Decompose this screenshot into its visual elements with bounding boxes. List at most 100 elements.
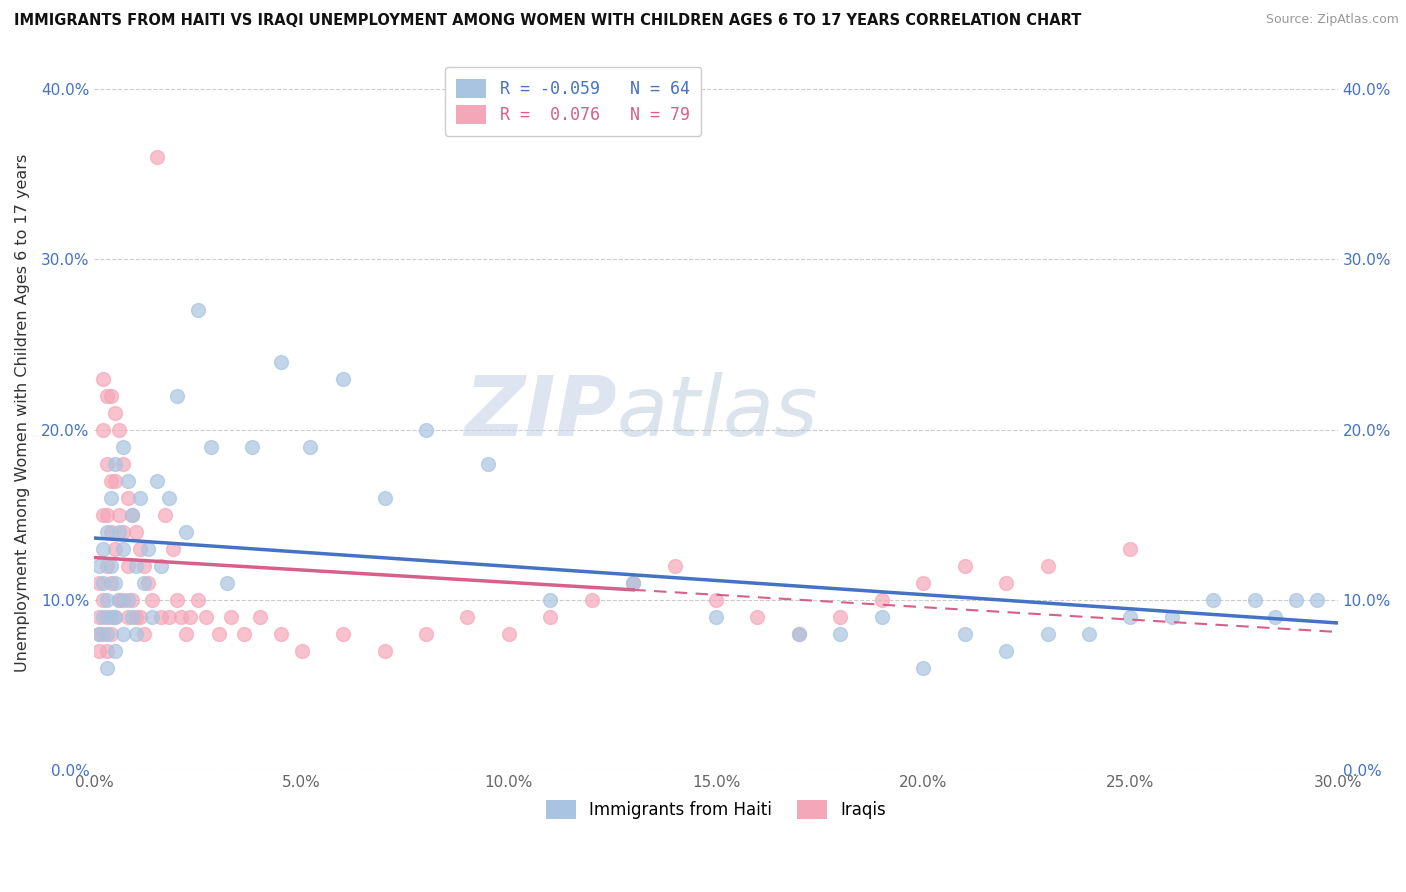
Point xyxy=(125,524,148,539)
Point xyxy=(912,661,935,675)
Point xyxy=(270,627,292,641)
Point xyxy=(96,609,118,624)
Point xyxy=(100,524,122,539)
Point xyxy=(87,644,110,658)
Point xyxy=(96,592,118,607)
Point xyxy=(108,524,131,539)
Point xyxy=(134,575,156,590)
Point xyxy=(270,354,292,368)
Point xyxy=(108,592,131,607)
Point xyxy=(100,609,122,624)
Point xyxy=(664,558,686,573)
Point xyxy=(374,491,396,505)
Point xyxy=(477,457,499,471)
Point xyxy=(104,406,127,420)
Point xyxy=(621,575,644,590)
Point xyxy=(208,627,231,641)
Point xyxy=(104,541,127,556)
Point xyxy=(112,457,135,471)
Point xyxy=(1078,627,1101,641)
Point xyxy=(121,592,143,607)
Point xyxy=(415,627,437,641)
Point xyxy=(187,592,209,607)
Point xyxy=(787,627,810,641)
Point xyxy=(112,440,135,454)
Point xyxy=(498,627,520,641)
Point xyxy=(108,508,131,522)
Point xyxy=(153,508,176,522)
Point xyxy=(87,627,110,641)
Point xyxy=(747,609,769,624)
Point xyxy=(104,609,127,624)
Point xyxy=(787,627,810,641)
Point xyxy=(91,371,114,385)
Point xyxy=(129,541,152,556)
Text: ZIP: ZIP xyxy=(464,372,617,453)
Point xyxy=(134,558,156,573)
Point xyxy=(100,388,122,402)
Point xyxy=(291,644,314,658)
Point xyxy=(415,423,437,437)
Point xyxy=(129,491,152,505)
Point xyxy=(108,592,131,607)
Point xyxy=(91,541,114,556)
Point xyxy=(374,644,396,658)
Point xyxy=(240,440,263,454)
Point xyxy=(953,558,976,573)
Point xyxy=(91,627,114,641)
Point xyxy=(166,388,188,402)
Text: Source: ZipAtlas.com: Source: ZipAtlas.com xyxy=(1265,13,1399,27)
Point xyxy=(187,303,209,318)
Point xyxy=(96,388,118,402)
Point xyxy=(108,423,131,437)
Point xyxy=(870,592,893,607)
Point xyxy=(200,440,222,454)
Point xyxy=(195,609,218,624)
Point xyxy=(100,575,122,590)
Point xyxy=(96,457,118,471)
Point xyxy=(953,627,976,641)
Point xyxy=(621,575,644,590)
Point xyxy=(91,508,114,522)
Point xyxy=(91,592,114,607)
Point xyxy=(138,575,160,590)
Point xyxy=(830,627,852,641)
Point xyxy=(121,609,143,624)
Legend: Immigrants from Haiti, Iraqis: Immigrants from Haiti, Iraqis xyxy=(540,793,893,826)
Point xyxy=(141,609,163,624)
Point xyxy=(1285,592,1308,607)
Point xyxy=(125,609,148,624)
Point xyxy=(121,508,143,522)
Point xyxy=(249,609,271,624)
Point xyxy=(1036,627,1059,641)
Point xyxy=(87,627,110,641)
Point xyxy=(104,575,127,590)
Point xyxy=(995,575,1018,590)
Point xyxy=(145,474,167,488)
Point xyxy=(456,609,478,624)
Point xyxy=(538,609,561,624)
Point xyxy=(704,592,727,607)
Point xyxy=(219,609,242,624)
Point xyxy=(100,491,122,505)
Y-axis label: Unemployment Among Women with Children Ages 6 to 17 years: Unemployment Among Women with Children A… xyxy=(15,153,30,672)
Point xyxy=(870,609,893,624)
Point xyxy=(1264,609,1286,624)
Point xyxy=(112,524,135,539)
Point xyxy=(298,440,321,454)
Point xyxy=(117,558,139,573)
Point xyxy=(149,609,172,624)
Point xyxy=(129,609,152,624)
Point xyxy=(145,150,167,164)
Point xyxy=(581,592,603,607)
Point xyxy=(104,609,127,624)
Point xyxy=(87,609,110,624)
Point xyxy=(995,644,1018,658)
Point xyxy=(91,609,114,624)
Point xyxy=(104,644,127,658)
Point xyxy=(100,474,122,488)
Point xyxy=(96,661,118,675)
Point xyxy=(166,592,188,607)
Point xyxy=(174,627,197,641)
Point xyxy=(125,627,148,641)
